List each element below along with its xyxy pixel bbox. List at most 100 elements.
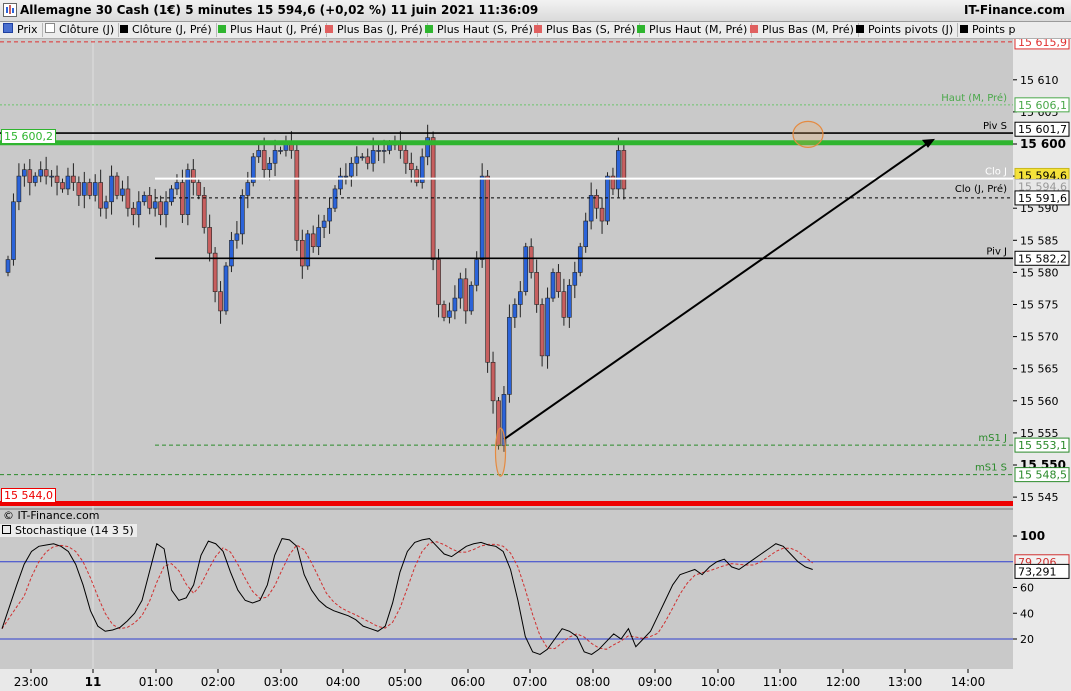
x-tick-label: 10:00: [701, 675, 736, 689]
x-tick-label: 03:00: [264, 675, 299, 689]
candle-down: [299, 240, 305, 267]
y-tick-label: 15 590: [1020, 202, 1059, 215]
candle-up: [245, 182, 251, 196]
candle-up: [588, 195, 594, 222]
swatch-icon: [856, 25, 864, 33]
candle-down: [408, 162, 414, 170]
x-tick-label: 08:00: [576, 675, 611, 689]
candle-down: [594, 195, 599, 209]
candle-down: [310, 233, 316, 248]
candle-up: [109, 175, 114, 203]
level-badge-piv-j-box: [1014, 250, 1070, 266]
stoch-k-badge-box: [1014, 563, 1070, 579]
candlesticks: [5, 124, 627, 452]
candle-down: [621, 150, 627, 190]
swatch-icon: [425, 25, 433, 33]
candle-up: [240, 195, 245, 235]
legend-item-plus-haut-s-pre[interactable]: Plus Haut (S, Pré): [422, 23, 538, 37]
legend-item-points-pivots-s[interactable]: Points p: [957, 23, 1020, 37]
x-tick-label: 11:00: [763, 675, 798, 689]
candle-up: [22, 169, 27, 177]
legend-item-plus-bas-m-pre[interactable]: Plus Bas (M, Pré): [747, 23, 859, 37]
candle-up: [512, 304, 518, 318]
candle-up: [92, 182, 98, 196]
level-tag-ms1-s: mS1 S: [975, 463, 1007, 474]
candle-up: [370, 150, 376, 164]
legend-item-points-pivots-j[interactable]: Points pivots (J): [853, 23, 959, 37]
green-level-badge: 15 600,2: [1, 129, 56, 144]
candle-down: [87, 182, 93, 196]
candle-down: [180, 182, 185, 215]
candle-up: [567, 284, 572, 318]
swatch-icon: [637, 25, 645, 33]
stoch-k-line: [1, 538, 813, 656]
swatch-icon: [120, 25, 128, 33]
candle-up: [501, 394, 507, 447]
candle-up: [327, 207, 332, 222]
candle-down: [125, 188, 131, 209]
legend-item-plus-haut-m-pre[interactable]: Plus Haut (M, Pré): [634, 23, 753, 37]
legend-item-cloture-j[interactable]: Clôture (J): [42, 23, 120, 37]
y-tick-label: 15 560: [1020, 395, 1059, 408]
legend-item-plus-bas-s-pre[interactable]: Plus Bas (S, Pré): [531, 23, 641, 37]
legend-item-prix[interactable]: Prix: [0, 23, 43, 37]
candle-down: [430, 137, 436, 260]
candle-up: [332, 188, 338, 209]
candle-down: [196, 182, 202, 196]
candle-up: [174, 182, 180, 190]
y-tick-label: 15 565: [1020, 363, 1059, 376]
candle-up: [343, 175, 349, 178]
candle-up: [338, 175, 343, 190]
candle-up: [474, 259, 480, 286]
candle-down: [191, 169, 196, 183]
y-tick-label: 15 555: [1020, 427, 1059, 440]
candle-up: [517, 291, 523, 305]
candle-down: [71, 175, 76, 183]
level-badge-ms1-s: 15 548,5: [1018, 469, 1067, 482]
candle-up: [103, 201, 109, 209]
candle-up: [354, 156, 360, 164]
swatch-icon: [534, 25, 542, 33]
chart-icon[interactable]: [3, 3, 17, 17]
candle-up: [479, 175, 485, 260]
y-tick-label: 15 610: [1020, 74, 1059, 87]
x-tick-label: 04:00: [326, 675, 361, 689]
candle-down: [147, 195, 152, 209]
stochastic-legend[interactable]: Stochastique (14 3 5): [0, 524, 137, 537]
stoch-d-line: [1, 541, 814, 650]
y-tick-label: 15 570: [1020, 331, 1059, 344]
legend-item-cloture-j-pre[interactable]: Clôture (J, Pré): [117, 23, 217, 37]
candle-down: [76, 182, 82, 196]
legend-item-plus-bas-j-pre[interactable]: Plus Bas (J, Pré): [322, 23, 428, 37]
candle-down: [490, 361, 496, 402]
candle-up: [605, 175, 610, 222]
legend-item-plus-haut-j-pre[interactable]: Plus Haut (J, Pré): [215, 23, 327, 37]
stoch-tick-label: 60: [1020, 582, 1034, 595]
candle-down: [294, 150, 300, 241]
price-axis-background: [1013, 39, 1071, 691]
candle-up: [349, 162, 354, 177]
candle-down: [365, 156, 371, 164]
indicator-legend-bar: Prix Clôture (J) Clôture (J, Pré) Plus H…: [0, 22, 1071, 39]
candle-up: [458, 278, 463, 299]
level-badge-ms1-s-box: [1014, 467, 1070, 483]
level-badge-clo-j-pre-box: [1014, 190, 1070, 206]
candle-down: [114, 175, 120, 196]
candle-down: [485, 175, 490, 363]
candle-up: [316, 227, 321, 248]
brand-name: IT-Finance.com: [963, 3, 1065, 17]
candle-up: [141, 195, 147, 203]
stoch-tick-label: 40: [1020, 607, 1034, 620]
candle-down: [539, 304, 545, 357]
low-circle: [494, 427, 507, 477]
time-axis-background: [0, 669, 1013, 691]
candle-down: [54, 175, 60, 183]
x-tick-label: 07:00: [513, 675, 548, 689]
candle-up: [169, 188, 174, 203]
level-tag-piv-s: Piv S: [983, 121, 1007, 132]
title-bar: Allemagne 30 Cash (1€) 5 minutes 15 594,…: [0, 0, 1071, 22]
stoch-k-badge: 73,291: [1018, 565, 1057, 578]
level-badge-piv-j: 15 582,2: [1018, 252, 1067, 265]
level-tag-piv-j: Piv J: [986, 246, 1007, 257]
